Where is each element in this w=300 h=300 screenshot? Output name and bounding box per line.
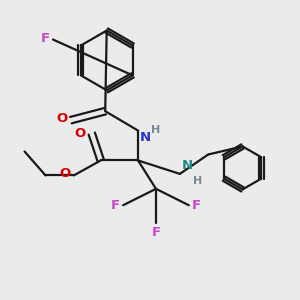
Text: O: O (57, 112, 68, 125)
Text: N: N (140, 131, 151, 144)
Text: F: F (111, 199, 120, 212)
Text: H: H (151, 125, 160, 135)
Text: O: O (74, 127, 86, 140)
Text: F: F (41, 32, 50, 44)
Text: F: F (152, 226, 160, 239)
Text: N: N (182, 159, 193, 172)
Text: H: H (193, 176, 202, 186)
Text: O: O (60, 167, 71, 180)
Text: F: F (192, 199, 201, 212)
